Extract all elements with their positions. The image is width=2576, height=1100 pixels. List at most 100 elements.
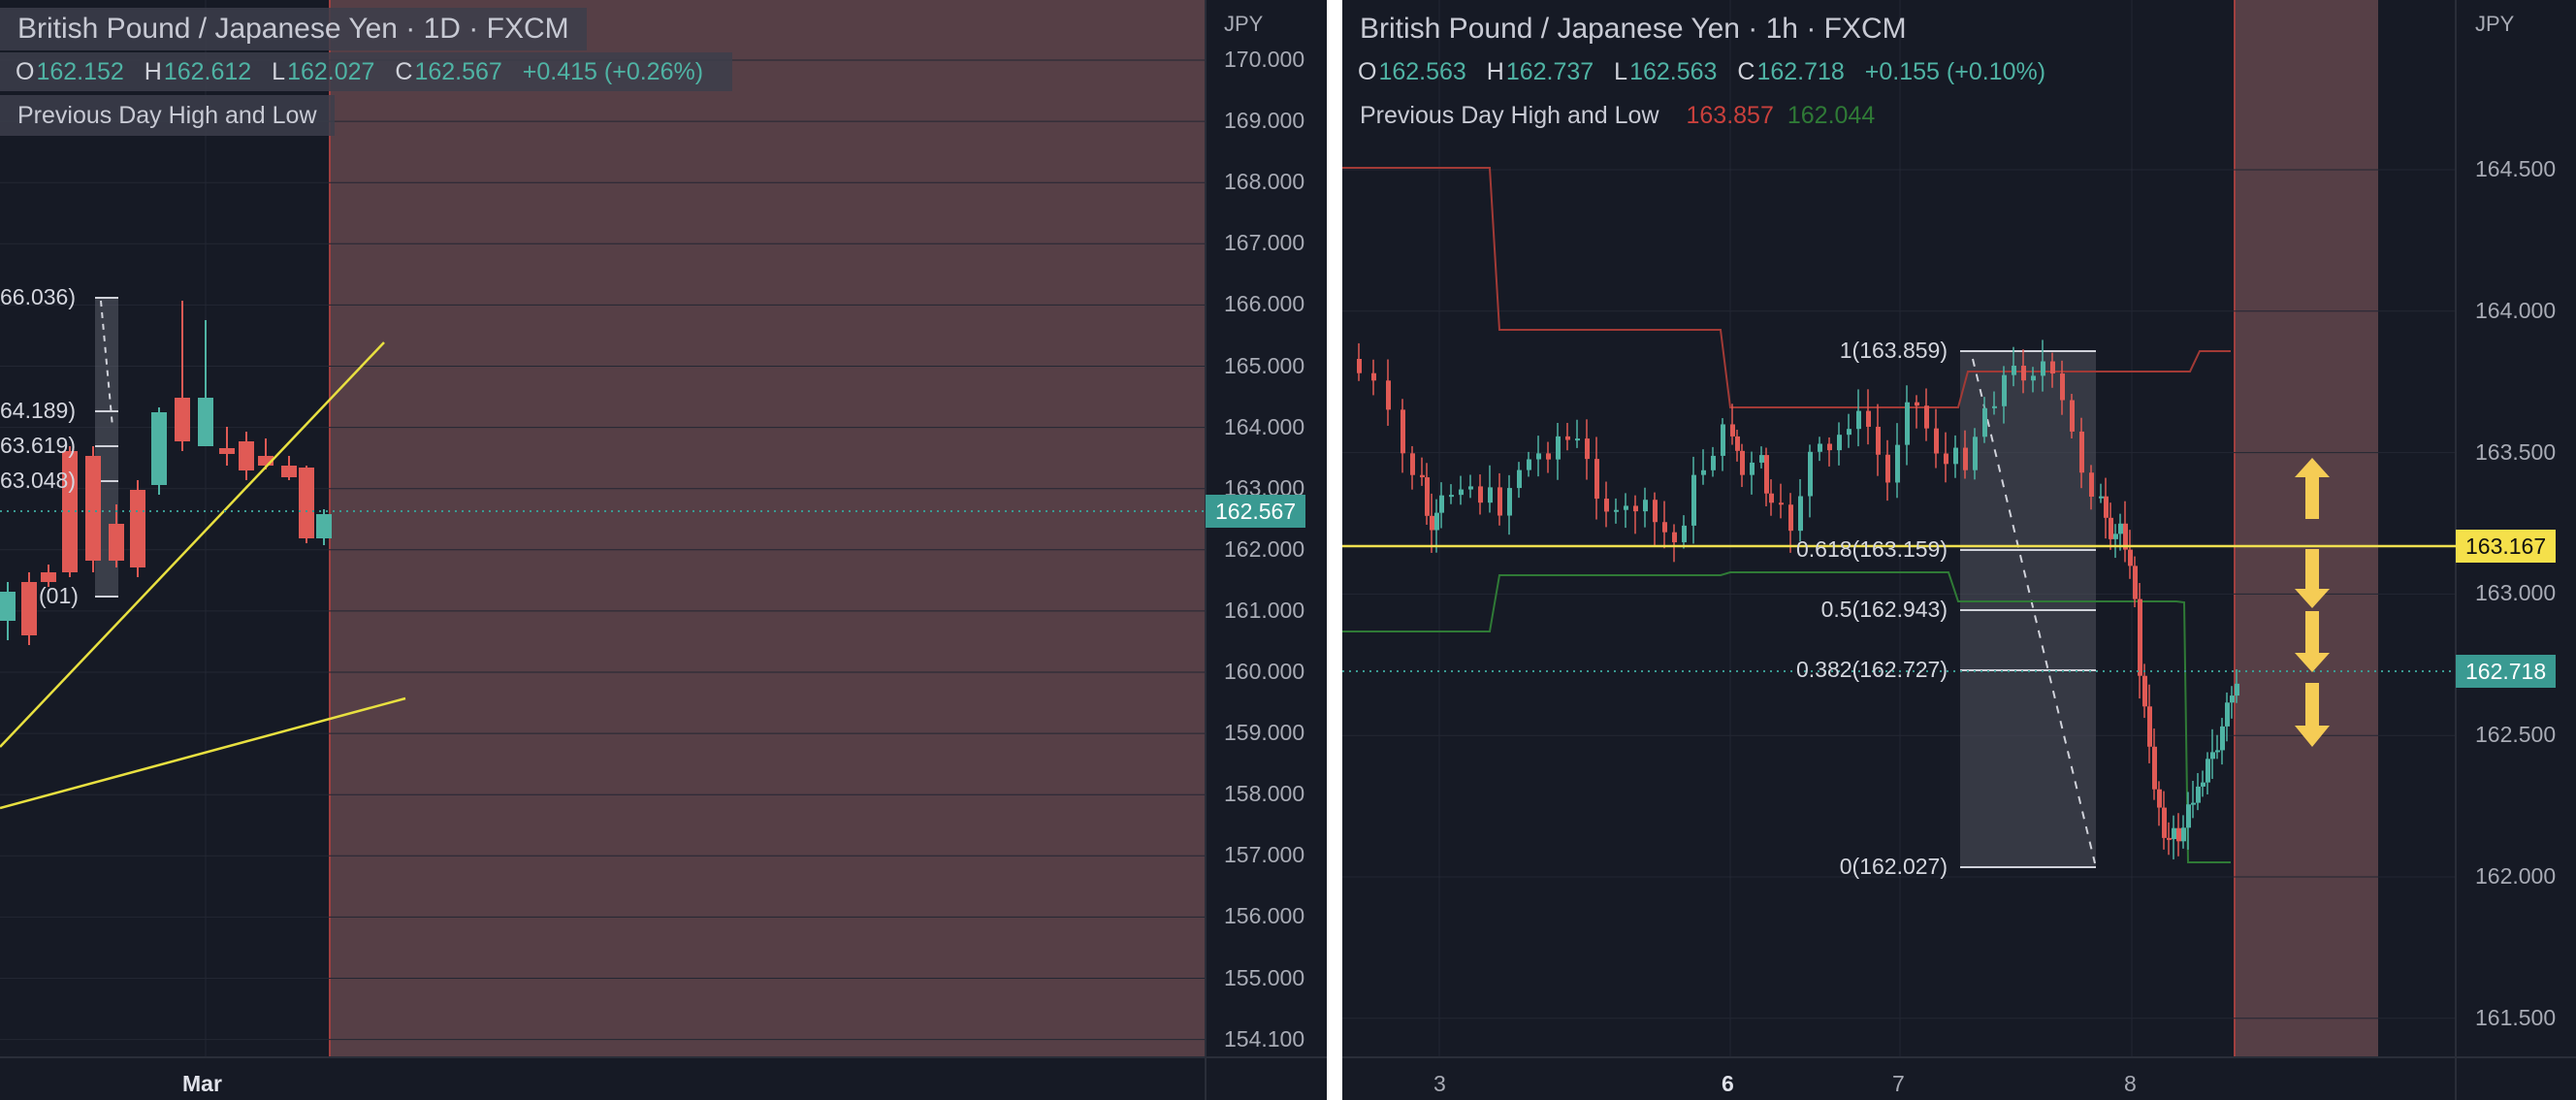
price-tick-label: 157.000: [1224, 842, 1305, 868]
down-arrow-icon: [2295, 683, 2330, 747]
candle-body: [1536, 453, 1541, 460]
price-tick-label: 168.000: [1224, 169, 1305, 195]
candle-body: [1468, 486, 1473, 490]
daily-chart-pane[interactable]: British Pound / Japanese Yen · 1D · FXCM…: [0, 0, 1327, 1100]
previous-day-low-line: [1342, 571, 2231, 863]
candle-body: [2104, 496, 2109, 518]
candle-body: [175, 398, 190, 441]
candle-body: [1866, 410, 1871, 427]
candle-body: [1517, 469, 1522, 489]
candle-body: [1565, 436, 1570, 440]
candle-body: [2021, 365, 2026, 381]
candle-body: [1876, 426, 1881, 455]
candle-body: [1759, 455, 1764, 463]
candle-body: [1711, 455, 1716, 470]
candle-body: [2060, 373, 2065, 401]
candle-body: [1682, 525, 1687, 543]
candle-body: [2070, 400, 2075, 432]
candle-body: [1478, 486, 1483, 503]
candle-body: [1604, 499, 1609, 512]
fib-label: (01): [39, 583, 79, 608]
candle-body: [130, 490, 145, 567]
indicator-low-value: 162.044: [1787, 102, 1876, 129]
future-shaded-region: [2235, 0, 2378, 1057]
candle-body: [1425, 477, 1430, 516]
fib-label: 66.036): [0, 284, 77, 309]
trend-line-upper: [0, 341, 385, 748]
open-label: O: [1358, 58, 1377, 85]
candle-body: [2215, 750, 2220, 753]
candle-body: [219, 448, 235, 454]
price-grid: [0, 0, 1206, 1057]
candle-body: [2167, 837, 2172, 840]
indicator-legend[interactable]: Previous Day High and Low 163.857 162.044: [1342, 95, 1892, 136]
candle-body: [2123, 523, 2128, 550]
candle-body: [1420, 474, 1425, 478]
time-label-mar: Mar: [182, 1071, 222, 1096]
time-label: 3: [1433, 1071, 1446, 1096]
fib-label: 63.619): [0, 433, 77, 458]
chart-title: British Pound / Japanese Yen · 1h · FXCM: [1360, 13, 1907, 45]
high-label: H: [144, 58, 162, 85]
candle-body: [1721, 424, 1725, 456]
daily-chart-canvas[interactable]: [0, 0, 1327, 1100]
candle-body: [2142, 675, 2147, 707]
time-label: 7: [1892, 1071, 1905, 1096]
candle-body: [2196, 786, 2201, 803]
candle-body: [281, 466, 297, 477]
candle-body: [1357, 359, 1362, 373]
indicator-legend[interactable]: Previous Day High and Low: [0, 95, 335, 136]
candle-body: [1624, 505, 1628, 510]
candle-body: [299, 468, 314, 538]
candle-body: [1594, 459, 1599, 500]
price-tick-label: 161.500: [2475, 1004, 2557, 1030]
hourly-chart-pane[interactable]: British Pound / Japanese Yen · 1h · FXCM…: [1342, 0, 2576, 1100]
candle-body: [2050, 361, 2055, 374]
low-label: L: [1614, 58, 1628, 85]
candle-body: [1556, 436, 1561, 460]
candle-body: [1779, 502, 1784, 505]
candle-body: [1575, 438, 1580, 441]
candle-body: [1934, 428, 1939, 454]
candle-body: [1614, 509, 1619, 512]
candle-body: [1992, 405, 1997, 408]
time-label: 6: [1722, 1071, 1734, 1096]
last-price-tag: 162.567: [1206, 495, 1306, 528]
candle-body: [2191, 802, 2196, 805]
candle-body: [1856, 410, 1861, 430]
candle-body: [2172, 827, 2176, 840]
candle-body: [2109, 517, 2113, 539]
candle-body: [1459, 489, 1464, 496]
price-unit: JPY: [2475, 12, 2515, 36]
candle-body: [1430, 515, 1434, 531]
high-value: 162.737: [1505, 58, 1594, 85]
hourly-chart-canvas[interactable]: [1342, 0, 2576, 1100]
candle-body: [1701, 469, 1706, 475]
candle-body: [1847, 429, 1852, 436]
fib-label-0: 0(162.027): [1839, 854, 1948, 879]
candle-body: [2041, 361, 2045, 376]
candle-body: [2089, 472, 2094, 498]
candle-body: [1944, 453, 1948, 465]
fib-label-1: 1(163.859): [1839, 338, 1948, 363]
candle-body: [1769, 493, 1774, 503]
high-value: 162.612: [163, 58, 252, 85]
candle-body: [1788, 504, 1793, 532]
candle-body: [1924, 405, 1929, 429]
down-arrow-icon: [2295, 611, 2330, 672]
low-value: 162.563: [1629, 58, 1718, 85]
price-tick-label: 162.000: [2475, 863, 2557, 889]
candle-body: [1764, 455, 1769, 494]
candle-body: [1488, 487, 1493, 503]
candle-body: [1798, 496, 1803, 532]
price-unit: JPY: [1224, 12, 1264, 36]
candle-body: [1386, 380, 1391, 410]
candle-body: [198, 398, 213, 446]
candle-body: [2225, 702, 2230, 727]
high-label: H: [1486, 58, 1504, 85]
ohlc-readout: O162.152 H162.612 L162.027 C162.567 +0.4…: [0, 52, 733, 91]
price-tick-label: 160.000: [1224, 659, 1305, 684]
candle-body: [1905, 402, 1910, 445]
candle-body: [1434, 512, 1439, 531]
trend-line-lower: [0, 696, 406, 810]
